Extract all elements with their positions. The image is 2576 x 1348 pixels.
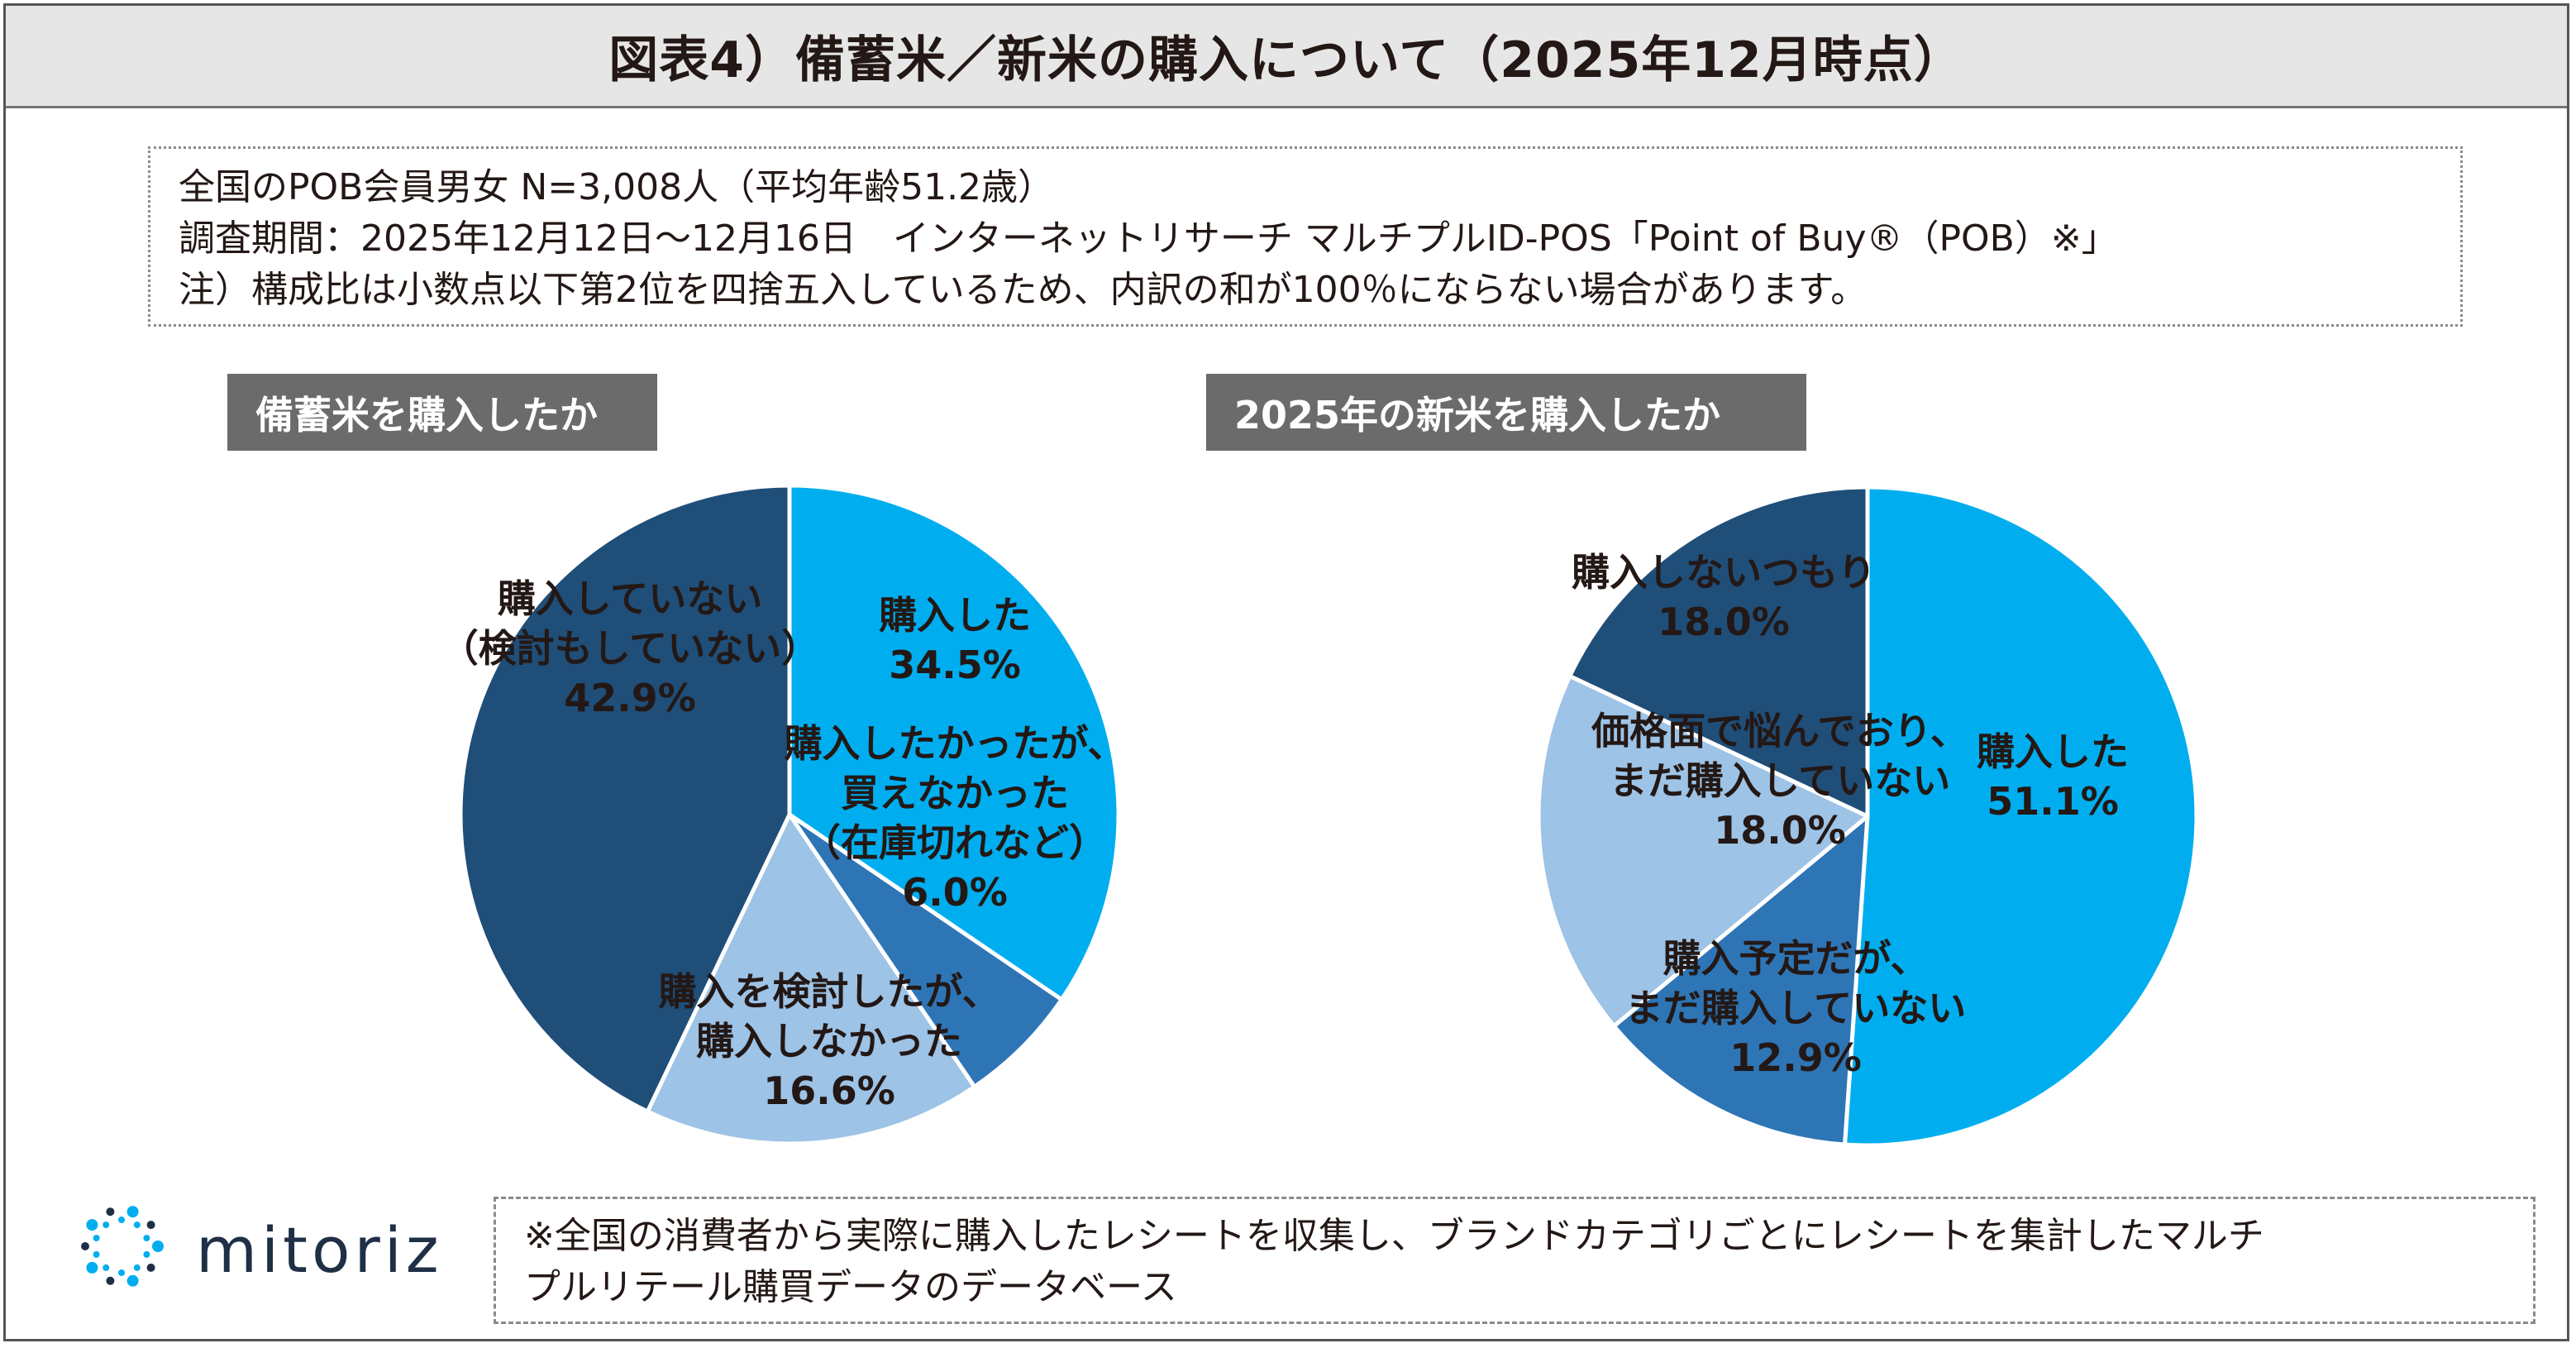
pie-slice xyxy=(1843,485,2199,1148)
sun-ring-icon xyxy=(81,1206,164,1287)
logo-dot xyxy=(118,1269,125,1276)
slice-data-label: 購入したかったが、買えなかった（在庫切れなど） 6.0% xyxy=(784,721,1125,915)
slice-data-label: 価格面で悩んでおり、まだ購入していない 18.0% xyxy=(1591,709,1968,853)
pie-slice xyxy=(787,812,1064,1089)
logo-dot xyxy=(103,1264,110,1271)
chart-title-stockpile-rice: 備蓄米を購入したか xyxy=(227,374,657,451)
logo-dot xyxy=(93,1235,100,1242)
slice-data-label: 購入しないつもり 18.0% xyxy=(1572,550,1876,644)
mitoriz-logo: mitoriz xyxy=(57,1195,487,1303)
pie-slice xyxy=(645,812,977,1146)
slice-data-label: 購入した 51.1% xyxy=(1977,729,2129,824)
logo-dot xyxy=(126,1274,139,1287)
logo-dot xyxy=(152,1240,164,1252)
survey-info-box: 全国のPOB会員男女 N=3,008人（平均年齢51.2歳） 調査期間：2025… xyxy=(148,146,2463,327)
slice-data-label: 購入を検討したが、購入しなかった 16.6% xyxy=(658,969,999,1113)
logo-dot xyxy=(106,1207,115,1217)
logo-dot xyxy=(126,1206,139,1218)
pie-slice xyxy=(1536,674,1870,1029)
footnote-line: ※全国の消費者から実際に購入したレシートを収集し、ブランドカテゴリごとにレシート… xyxy=(524,1215,2264,1257)
survey-info-line: 全国のPOB会員男女 N=3,008人（平均年齢51.2歳） xyxy=(179,166,1055,208)
pie-slice xyxy=(458,483,792,1114)
pie-charts: 購入した 34.5% 購入したかったが、買えなかった（在庫切れなど） 6.0% 購入を検… xyxy=(441,483,2199,1148)
figure-title: 図表4）備蓄米／新米の購入について（2025年12月時点） xyxy=(608,31,1964,89)
footnote-box: ※全国の消費者から実際に購入したレシートを収集し、ブランドカテゴリごとにレシート… xyxy=(494,1197,2535,1324)
logo-dot xyxy=(143,1250,150,1258)
slice-data-label: 購入した 34.5% xyxy=(879,593,1031,687)
pie-slice xyxy=(1567,485,1870,819)
title-bar: 図表4）備蓄米／新米の購入について（2025年12月時点） xyxy=(6,6,2567,108)
chart-title-new-rice: 2025年の新米を購入したか xyxy=(1206,374,1806,451)
figure-frame: 図表4）備蓄米／新米の購入について（2025年12月時点） 全国のPOB会員男女… xyxy=(3,3,2569,1341)
logo-dot xyxy=(133,1264,141,1271)
logo-dot xyxy=(133,1221,141,1229)
logo-dot xyxy=(118,1217,125,1223)
logo-text: mitoriz xyxy=(196,1213,443,1287)
logo-dot xyxy=(143,1235,150,1242)
logo-dot xyxy=(93,1250,100,1258)
pie-slice xyxy=(787,483,1121,1002)
pie-slice xyxy=(1611,814,1870,1147)
survey-info-line: 注）構成比は小数点以下第2位を四捨五入しているため、内訳の和が100％にならない… xyxy=(179,269,1868,311)
slice-data-label: 購入予定だが、まだ購入していない 12.9% xyxy=(1625,936,1967,1080)
footnote-line: プルリテール購買データのデータベース xyxy=(524,1266,1177,1308)
logo-dot xyxy=(103,1221,110,1229)
logo-dot xyxy=(106,1276,115,1285)
logo-dot xyxy=(86,1261,98,1274)
slice-data-label: 購入していない（検討もしていない） 42.9% xyxy=(441,576,820,720)
logo-dot xyxy=(81,1242,89,1250)
survey-info-line: 調査期間：2025年12月12日～12月16日 インターネットリサーチ マルチプ… xyxy=(179,217,2118,260)
logo-dot xyxy=(146,1221,155,1230)
logo-dot xyxy=(146,1263,155,1272)
logo-dot xyxy=(86,1219,98,1231)
